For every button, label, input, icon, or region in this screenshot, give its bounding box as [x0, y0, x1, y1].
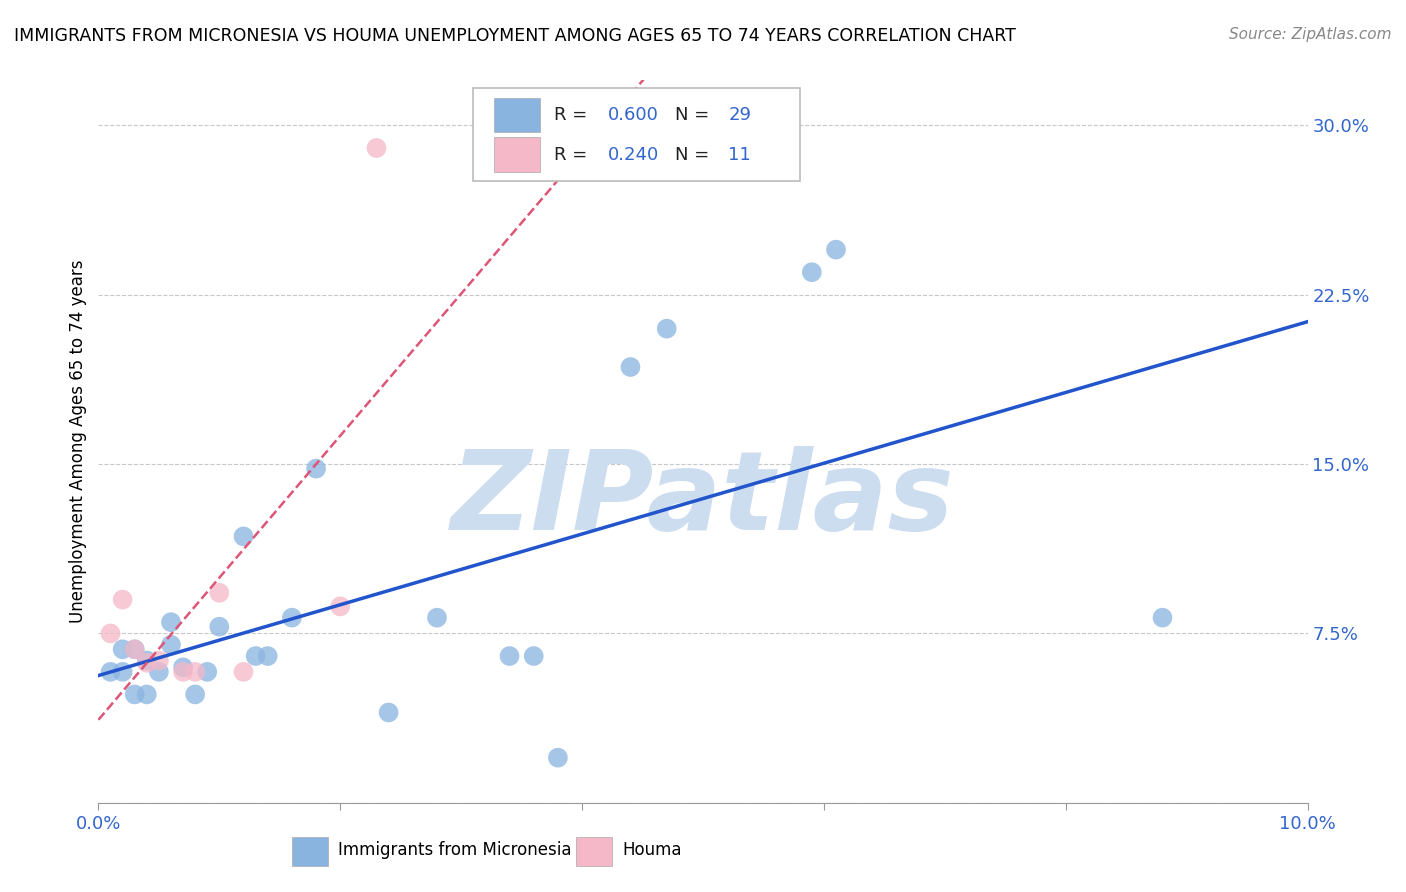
Text: N =: N =: [675, 106, 710, 124]
Point: [426, 610, 449, 624]
Text: Source: ZipAtlas.com: Source: ZipAtlas.com: [1229, 27, 1392, 42]
Point: [148, 665, 170, 679]
Point: [232, 665, 254, 679]
Point: [523, 648, 546, 663]
Point: [124, 642, 146, 657]
Point: [111, 592, 134, 607]
Point: [148, 654, 170, 668]
FancyBboxPatch shape: [576, 837, 613, 865]
Point: [172, 665, 194, 679]
Text: R =: R =: [554, 145, 593, 164]
Point: [329, 599, 352, 614]
Point: [800, 265, 823, 279]
Y-axis label: Unemployment Among Ages 65 to 74 years: Unemployment Among Ages 65 to 74 years: [69, 260, 87, 624]
Point: [498, 648, 520, 663]
Point: [160, 615, 183, 630]
Point: [135, 656, 157, 670]
Point: [655, 321, 678, 335]
Point: [111, 642, 134, 657]
Text: ZIPatlas: ZIPatlas: [451, 446, 955, 553]
FancyBboxPatch shape: [292, 837, 328, 865]
Point: [172, 660, 194, 674]
Text: IMMIGRANTS FROM MICRONESIA VS HOUMA UNEMPLOYMENT AMONG AGES 65 TO 74 YEARS CORRE: IMMIGRANTS FROM MICRONESIA VS HOUMA UNEM…: [14, 27, 1017, 45]
Point: [124, 687, 146, 701]
Point: [825, 243, 848, 257]
Point: [184, 687, 207, 701]
Point: [245, 648, 267, 663]
Text: 0.600: 0.600: [607, 106, 658, 124]
Point: [135, 654, 157, 668]
Point: [281, 610, 304, 624]
FancyBboxPatch shape: [494, 97, 540, 132]
Point: [256, 648, 278, 663]
Point: [100, 665, 122, 679]
Point: [100, 626, 122, 640]
FancyBboxPatch shape: [474, 87, 800, 181]
Point: [619, 359, 641, 374]
Text: Immigrants from Micronesia: Immigrants from Micronesia: [337, 841, 571, 859]
Point: [208, 586, 231, 600]
Point: [160, 638, 183, 652]
Text: Houma: Houma: [621, 841, 682, 859]
Point: [1152, 610, 1174, 624]
Point: [135, 687, 157, 701]
Point: [195, 665, 218, 679]
FancyBboxPatch shape: [494, 137, 540, 172]
Point: [232, 529, 254, 543]
Point: [184, 665, 207, 679]
Point: [124, 642, 146, 657]
Text: R =: R =: [554, 106, 593, 124]
Point: [305, 461, 328, 475]
Text: 0.240: 0.240: [607, 145, 659, 164]
Text: N =: N =: [675, 145, 710, 164]
Point: [111, 665, 134, 679]
Text: 29: 29: [728, 106, 751, 124]
Point: [366, 141, 388, 155]
Text: 11: 11: [728, 145, 751, 164]
Point: [208, 620, 231, 634]
Point: [547, 750, 569, 764]
Point: [377, 706, 399, 720]
